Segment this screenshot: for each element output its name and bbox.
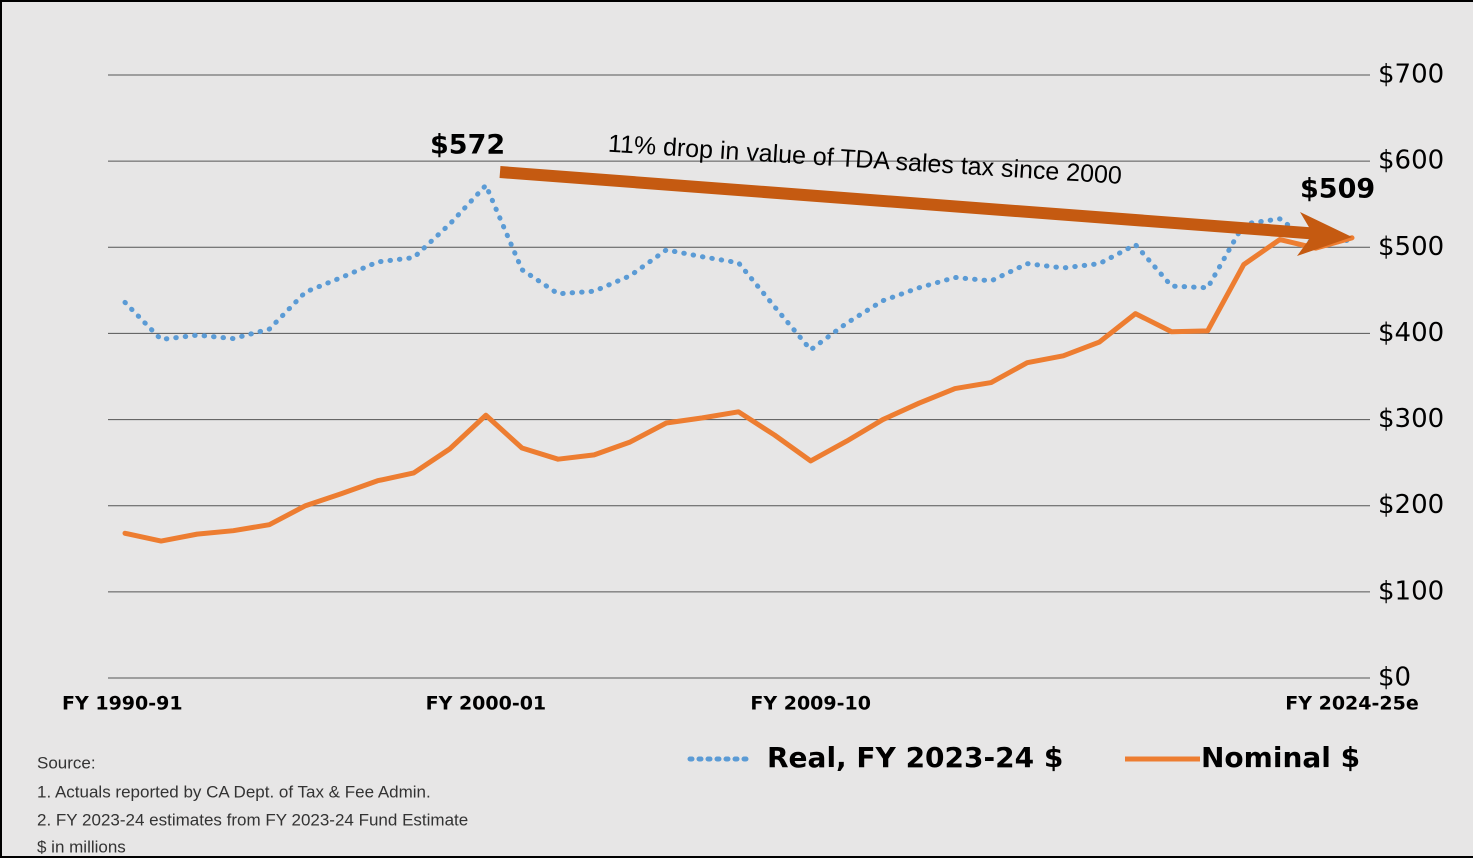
annotation: $572 xyxy=(430,130,505,161)
x-tick-label: FY 2024-25e xyxy=(1285,693,1418,715)
legend-label: Nominal $ xyxy=(1201,741,1360,774)
y-tick-label: $0 xyxy=(1378,663,1411,693)
y-tick-label: $100 xyxy=(1378,576,1444,606)
y-tick-label: $700 xyxy=(1378,60,1444,90)
annotation: $509 xyxy=(1300,174,1375,205)
x-tick-label: FY 1990-91 xyxy=(62,693,183,715)
grid: $0 $100 $200 $300 $400 $500 $600 $700 FY 1990-91… xyxy=(62,60,1444,715)
series-line xyxy=(122,235,1355,544)
trend-arrow xyxy=(499,166,1321,240)
lines xyxy=(122,182,1355,544)
y-tick-label: $400 xyxy=(1378,318,1444,348)
note: 1. Actuals reported by CA Dept. of Tax &… xyxy=(37,782,431,801)
x-tick-label: FY 2000-01 xyxy=(426,693,547,715)
x-tick-label: FY 2009-10 xyxy=(750,693,871,715)
y-tick-label: $500 xyxy=(1378,232,1444,262)
y-tick-label: $600 xyxy=(1378,146,1444,176)
legend-label: Real, FY 2023-24 $ xyxy=(767,741,1063,774)
note: Source: xyxy=(37,753,96,772)
y-tick-label: $200 xyxy=(1378,490,1444,520)
arrow-head xyxy=(1297,212,1352,256)
note: 2. FY 2023-24 estimates from FY 2023-24 … xyxy=(37,810,468,829)
note: $ in millions xyxy=(37,837,126,856)
y-tick-label: $300 xyxy=(1378,404,1444,434)
series-line xyxy=(122,182,1355,353)
